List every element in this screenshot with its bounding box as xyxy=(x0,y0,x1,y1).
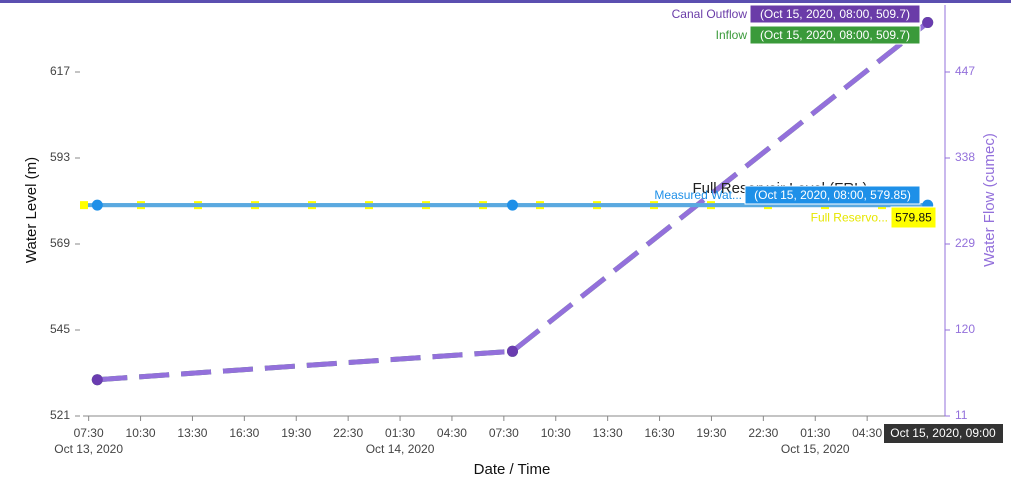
y-tick-label: 545 xyxy=(50,322,70,336)
hover-name: Full Reservo... xyxy=(811,211,888,225)
y-axis-title: Water Level (m) xyxy=(23,157,40,263)
x-tick-label: 01:30 xyxy=(800,426,830,440)
y2-tick-label: 120 xyxy=(955,322,975,336)
y2-tick-label: 338 xyxy=(955,150,975,164)
x-tick-label: 19:30 xyxy=(281,426,311,440)
x-tick-label: 16:30 xyxy=(229,426,259,440)
hover-value: 579.85 xyxy=(895,211,932,225)
x-tick-label: 13:30 xyxy=(177,426,207,440)
hover-box xyxy=(749,4,921,24)
x-tick-sublabel: Oct 13, 2020 xyxy=(54,442,123,456)
y2-tick-label: 11 xyxy=(955,408,968,422)
series-line xyxy=(97,20,930,383)
x-tick-label: 04:30 xyxy=(852,426,882,440)
x-tick-label: 07:30 xyxy=(489,426,519,440)
hover-name: Measured Wat... xyxy=(654,188,742,202)
x-tick-label: 16:30 xyxy=(645,426,675,440)
x-tick-label: 19:30 xyxy=(696,426,726,440)
y-tick-label: 569 xyxy=(50,236,70,250)
hover-box xyxy=(749,25,921,45)
top-bar xyxy=(0,0,1011,3)
y2-axis-title: Water Flow (cumec) xyxy=(981,133,998,267)
y-tick-label: 593 xyxy=(50,150,70,164)
x-axis-title: Date / Time xyxy=(474,461,551,478)
x-hover-box xyxy=(884,424,1003,443)
x-tick-label: 07:30 xyxy=(74,426,104,440)
hover-box xyxy=(890,206,937,229)
hover-name: Canal Outflow xyxy=(672,7,748,21)
x-tick-label: 10:30 xyxy=(126,426,156,440)
series-marker xyxy=(922,17,934,29)
hover-name: Inflow xyxy=(716,28,748,42)
series-marker xyxy=(507,345,518,357)
series-marker xyxy=(91,374,103,386)
x-tick-sublabel: Oct 15, 2020 xyxy=(781,442,850,456)
hover-box xyxy=(744,185,921,205)
series-marker xyxy=(507,199,518,211)
x-hover-label: Oct 15, 2020, 09:00 xyxy=(890,426,996,440)
x-tick-label: 13:30 xyxy=(593,426,623,440)
x-tick-sublabel: Oct 14, 2020 xyxy=(366,442,435,456)
x-tick-label: 10:30 xyxy=(541,426,571,440)
y-tick-label: 521 xyxy=(50,408,70,422)
x-tick-label: 22:30 xyxy=(748,426,778,440)
y2-tick-label: 229 xyxy=(955,236,975,250)
x-tick-label: 04:30 xyxy=(437,426,467,440)
x-tick-label: 01:30 xyxy=(385,426,415,440)
series-marker xyxy=(91,199,103,211)
y2-tick-label: 447 xyxy=(955,64,975,78)
x-tick-label: 22:30 xyxy=(333,426,363,440)
hover-value: (Oct 15, 2020, 08:00, 509.7) xyxy=(760,28,910,42)
hover-value: (Oct 15, 2020, 08:00, 509.7) xyxy=(760,7,910,21)
hover-value: (Oct 15, 2020, 08:00, 579.85) xyxy=(754,188,911,202)
y-tick-label: 617 xyxy=(50,64,70,78)
